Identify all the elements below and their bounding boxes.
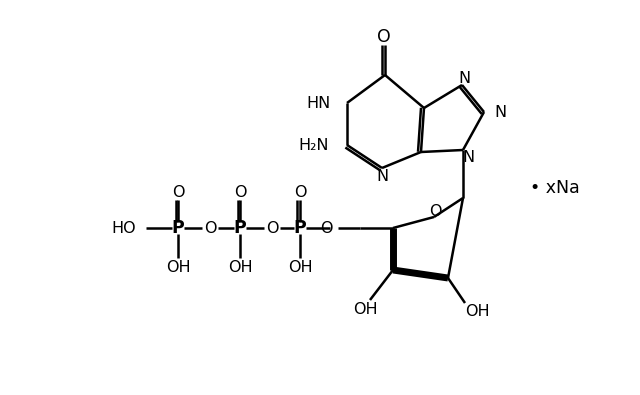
Text: HO: HO (111, 220, 136, 235)
Text: P: P (234, 219, 246, 237)
Text: OH: OH (288, 260, 312, 275)
Text: N: N (458, 70, 470, 85)
Text: O: O (429, 204, 441, 219)
Text: OH: OH (465, 305, 490, 320)
Text: • xNa: • xNa (530, 179, 580, 197)
Text: OH: OH (353, 301, 378, 316)
Text: N: N (376, 169, 388, 184)
Text: HN: HN (307, 96, 331, 111)
Text: OH: OH (166, 260, 190, 275)
Text: H₂N: H₂N (298, 137, 329, 152)
Text: N: N (462, 149, 474, 164)
Text: O: O (294, 184, 307, 199)
Text: O: O (266, 220, 278, 235)
Text: O: O (377, 28, 391, 46)
Text: O: O (321, 220, 333, 235)
Text: N: N (494, 105, 506, 120)
Text: O: O (234, 184, 246, 199)
Text: O: O (172, 184, 184, 199)
Text: O: O (204, 220, 216, 235)
Text: P: P (172, 219, 184, 237)
Text: P: P (294, 219, 307, 237)
Text: OH: OH (228, 260, 252, 275)
